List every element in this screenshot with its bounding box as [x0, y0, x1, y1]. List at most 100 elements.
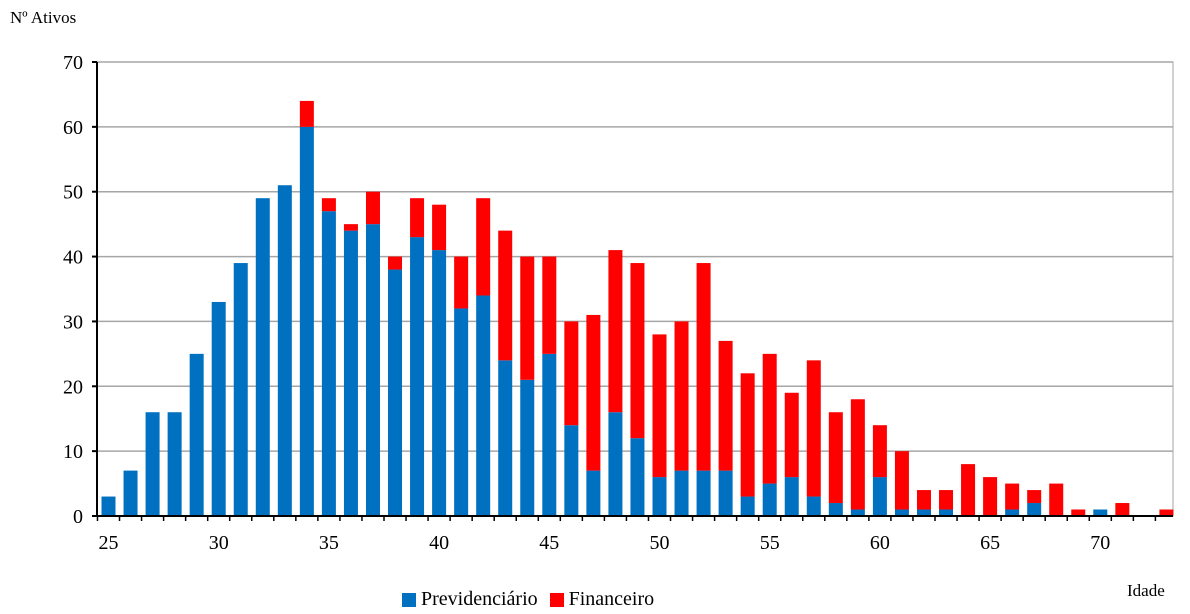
bar-financeiro-56 [784, 392, 799, 478]
bar-previdenciario-62 [916, 509, 931, 516]
bar-financeiro-47 [586, 314, 601, 471]
bar-previdenciario-37 [365, 224, 380, 516]
bar-previdenciario-26 [123, 470, 138, 516]
bar-financeiro-69 [1071, 509, 1086, 516]
bar-financeiro-54 [740, 373, 755, 497]
bar-previdenciario-54 [740, 496, 755, 516]
x-tick-label: 35 [319, 532, 339, 554]
y-tick-label: 40 [63, 247, 83, 269]
legend-swatch-previdenciario [402, 592, 416, 607]
bar-previdenciario-48 [608, 412, 623, 516]
y-axis-title: Nº Ativos [10, 8, 77, 27]
bar-previdenciario-47 [586, 470, 601, 516]
bar-previdenciario-38 [388, 269, 403, 516]
y-tick-label: 30 [63, 311, 83, 333]
bar-previdenciario-27 [145, 412, 160, 516]
bar-previdenciario-60 [872, 477, 887, 516]
x-tick-labels: 25 30 35 40 45 50 55 60 65 70 [99, 532, 1111, 554]
bar-previdenciario-45 [542, 353, 557, 516]
bar-financeiro-44 [520, 256, 535, 380]
bar-financeiro-71 [1115, 503, 1130, 516]
bar-financeiro-63 [939, 490, 954, 510]
bar-previdenciario-58 [828, 503, 843, 516]
bar-financeiro-41 [454, 256, 469, 309]
bar-previdenciario-28 [167, 412, 182, 516]
bar-financeiro-39 [410, 198, 425, 238]
bar-financeiro-52 [696, 263, 711, 471]
bar-previdenciario-43 [498, 360, 513, 516]
bar-financeiro-35 [321, 198, 336, 212]
bar-financeiro-73 [1159, 509, 1174, 516]
bar-financeiro-40 [432, 204, 447, 251]
bar-financeiro-43 [498, 230, 513, 361]
bar-financeiro-50 [652, 334, 667, 478]
bar-financeiro-46 [564, 321, 579, 426]
bar-financeiro-62 [916, 490, 931, 510]
bar-previdenciario-33 [277, 185, 292, 516]
bar-previdenciario-29 [189, 353, 204, 516]
bar-previdenciario-61 [894, 509, 909, 516]
bar-financeiro-38 [388, 256, 403, 270]
bar-previdenciario-55 [762, 483, 777, 516]
x-tick-label: 25 [99, 532, 119, 554]
bar-previdenciario-70 [1093, 509, 1108, 516]
bar-previdenciario-53 [718, 470, 733, 516]
bar-previdenciario-66 [1005, 509, 1020, 516]
bar-previdenciario-51 [674, 470, 689, 516]
bar-previdenciario-44 [520, 379, 535, 516]
bar-financeiro-64 [961, 464, 976, 516]
axes [92, 61, 1173, 521]
legend-swatch-financeiro [549, 592, 564, 607]
bar-financeiro-67 [1027, 490, 1042, 504]
x-tick-label: 70 [1090, 532, 1110, 554]
bar-previdenciario-25 [101, 496, 116, 516]
bar-financeiro-37 [365, 191, 380, 225]
x-tick-label: 60 [870, 532, 890, 554]
bar-financeiro-60 [872, 425, 887, 478]
bar-previdenciario-41 [454, 308, 469, 516]
bar-financeiro-45 [542, 256, 557, 354]
bar-previdenciario-52 [696, 470, 711, 516]
y-tick-label: 50 [63, 182, 83, 204]
bar-financeiro-36 [343, 224, 358, 231]
bar-financeiro-49 [630, 263, 645, 439]
y-tick-label: 0 [73, 506, 83, 528]
bar-financeiro-34 [299, 100, 314, 127]
x-tick-label: 55 [760, 532, 780, 554]
bar-previdenciario-57 [806, 496, 821, 516]
legend-item-previdenciario: Previdenciário [402, 588, 538, 611]
legend-label-previdenciario: Previdenciário [421, 588, 538, 610]
x-tick-label: 30 [209, 532, 229, 554]
bars [101, 100, 1174, 517]
y-tick-label: 70 [63, 52, 83, 74]
bar-previdenciario-30 [211, 301, 226, 516]
x-tick-label: 40 [429, 532, 449, 554]
bar-previdenciario-40 [432, 250, 447, 517]
bar-financeiro-42 [476, 198, 491, 296]
y-tick-label: 60 [63, 117, 83, 139]
legend-label-financeiro: Financeiro [568, 588, 655, 610]
y-tick-label: 20 [63, 376, 83, 398]
bar-financeiro-61 [894, 451, 909, 510]
bar-previdenciario-31 [233, 263, 248, 516]
bar-previdenciario-67 [1027, 503, 1042, 516]
bar-financeiro-59 [850, 399, 865, 510]
bar-previdenciario-59 [850, 509, 865, 516]
y-tick-label: 10 [63, 441, 83, 463]
bar-previdenciario-50 [652, 477, 667, 516]
legend: Previdenciário Financeiro [402, 588, 666, 611]
legend-item-financeiro: Financeiro [549, 588, 655, 611]
x-tick-label: 45 [539, 532, 559, 554]
bar-previdenciario-56 [784, 477, 799, 516]
bar-financeiro-66 [1005, 483, 1020, 510]
bar-financeiro-55 [762, 353, 777, 484]
bar-financeiro-51 [674, 321, 689, 471]
bar-financeiro-65 [983, 477, 998, 516]
bar-previdenciario-36 [343, 230, 358, 516]
bar-previdenciario-46 [564, 425, 579, 516]
bar-financeiro-53 [718, 340, 733, 471]
bar-financeiro-58 [828, 412, 843, 504]
bar-previdenciario-49 [630, 438, 645, 516]
x-axis-title: Idade [1127, 581, 1165, 600]
